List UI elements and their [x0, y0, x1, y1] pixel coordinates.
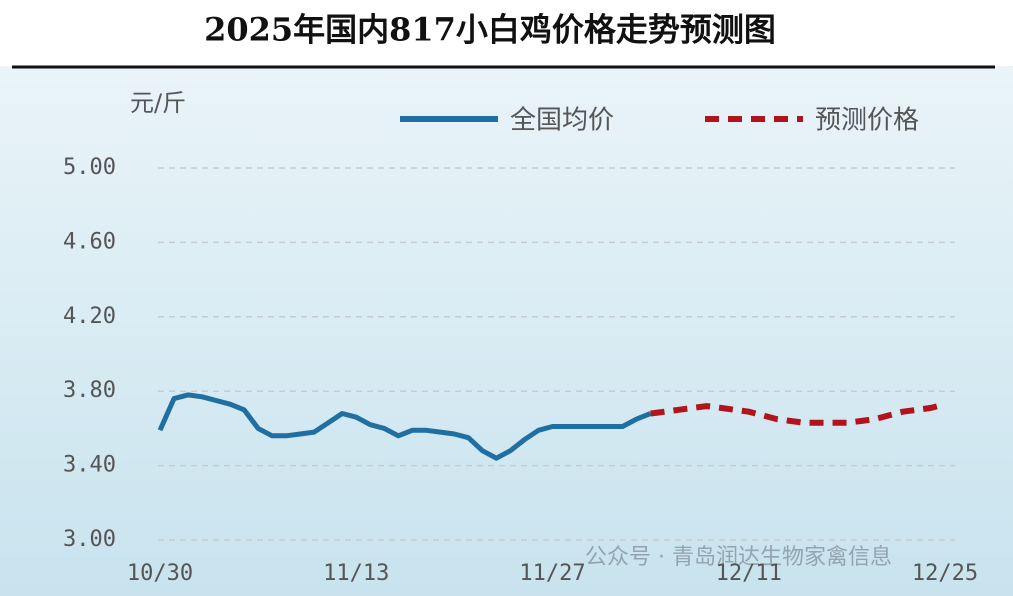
x-tick-label: 10/30	[127, 561, 193, 586]
x-tick-label: 12/25	[912, 561, 978, 586]
x-tick-label: 11/13	[323, 561, 389, 586]
y-axis-unit: 元/斤	[130, 89, 186, 117]
y-tick-label: 3.00	[63, 527, 116, 552]
x-tick-label: 11/27	[519, 561, 585, 586]
y-tick-label: 3.80	[63, 378, 116, 403]
watermark: 公众号 · 青岛润达生物家禽信息	[585, 545, 892, 570]
chart-title: 2025年国内817小白鸡价格走势预测图	[204, 11, 776, 49]
y-tick-label: 4.20	[63, 304, 116, 329]
series-line	[157, 392, 652, 461]
legend-label: 预测价格	[815, 106, 919, 136]
series-line	[650, 401, 946, 426]
y-tick-label: 3.40	[63, 453, 116, 478]
legend-label: 全国均价	[510, 106, 614, 136]
y-tick-label: 5.00	[63, 155, 116, 180]
title-band	[0, 0, 1013, 66]
y-tick-label: 4.60	[63, 229, 116, 254]
x-tick-label: 12/11	[716, 561, 782, 586]
